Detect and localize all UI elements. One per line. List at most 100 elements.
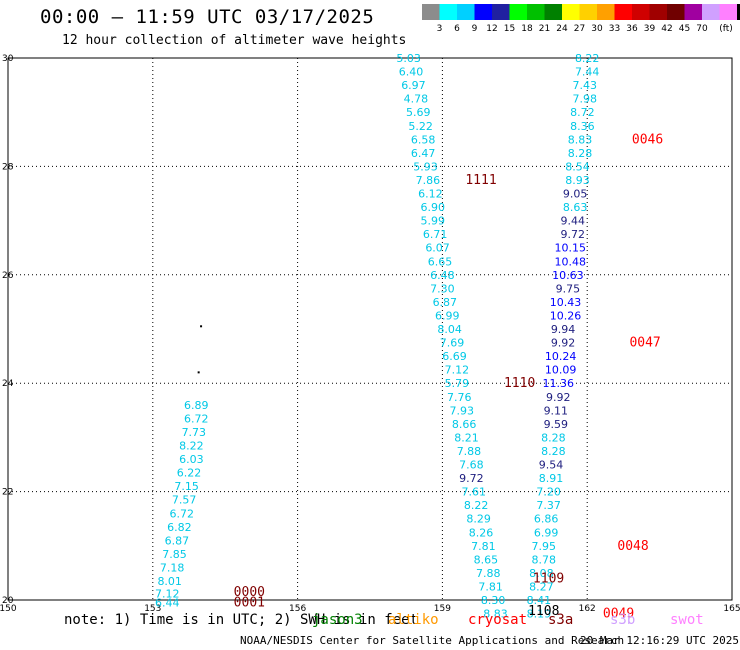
wave-height-value: 9.92 [551, 337, 576, 350]
wave-height-value: 6.90 [420, 201, 445, 214]
wave-height-value: 7.76 [447, 391, 472, 404]
wave-height-value: 10.26 [550, 309, 582, 322]
wave-height-value: 9.72 [459, 472, 484, 485]
pass-time-label: 1110 [504, 376, 535, 391]
wave-height-value: 8.63 [563, 201, 588, 214]
note-text: note: 1) Time is in UTC; 2) SWH is in fe… [64, 612, 419, 628]
colorbar-swatch [422, 4, 440, 20]
wave-height-value: 6.97 [401, 79, 426, 92]
colorbar-swatch [737, 4, 740, 20]
wave-height-value: 7.81 [471, 540, 496, 553]
colorbar-swatch [527, 4, 545, 20]
wave-height-value: 7.37 [536, 499, 561, 512]
wave-height-value: 7.69 [440, 337, 465, 350]
wave-height-value: 9.92 [546, 391, 571, 404]
wave-height-value: 7.81 [478, 580, 503, 593]
y-tick-label: 26 [2, 271, 14, 281]
wave-height-value: 8.22 [464, 499, 489, 512]
wave-height-value: 6.86 [534, 513, 559, 526]
wave-height-value: 7.68 [459, 459, 484, 472]
x-tick-label: 150 [0, 604, 17, 614]
x-tick-label: 162 [579, 604, 596, 614]
wave-height-value: 7.20 [536, 486, 561, 499]
colorbar-swatch [457, 4, 475, 20]
colorbar-label: 6 [454, 24, 460, 34]
colorbar-swatch [649, 4, 667, 20]
wave-height-value: 10.48 [555, 255, 587, 268]
wave-height-value: 6.87 [433, 296, 458, 309]
wave-height-value: 6.99 [534, 526, 559, 539]
colorbar-label: 42 [661, 24, 672, 34]
y-tick-label: 22 [2, 488, 13, 498]
wave-height-value: 5.79 [445, 377, 470, 390]
colorbar-swatch [719, 4, 737, 20]
colorbar-swatch [544, 4, 562, 20]
colorbar-label: 39 [644, 24, 656, 34]
pass-time-label: 0001 [234, 596, 265, 611]
colorbar-swatch [579, 4, 597, 20]
colorbar-label: (ft) [719, 24, 733, 34]
wave-height-value: 8.30 [481, 594, 506, 607]
colorbar-swatch [439, 4, 457, 20]
colorbar-swatch [614, 4, 632, 20]
wave-height-value: 6.44 [155, 597, 180, 610]
wave-height-value: 9.44 [560, 215, 585, 228]
wave-height-value: 8.22 [179, 440, 204, 453]
wave-height-value: 8.27 [529, 580, 554, 593]
wave-height-value: 9.59 [544, 418, 569, 431]
pass-time-label: 0046 [632, 132, 663, 147]
wave-height-value: 7.88 [476, 567, 501, 580]
wave-height-value: 6.72 [184, 412, 209, 425]
colorbar-label: 21 [539, 24, 550, 34]
colorbar-label: 15 [504, 24, 515, 34]
wave-height-value: 8.66 [452, 418, 477, 431]
y-tick-label: 30 [2, 54, 14, 64]
wave-height-value: 7.18 [160, 561, 185, 574]
colorbar-swatch [509, 4, 527, 20]
pass-time-label: 0049 [603, 607, 634, 622]
wave-height-value: 6.40 [399, 66, 424, 79]
x-tick-label: 159 [434, 604, 451, 614]
wave-height-value: 8.41 [527, 594, 552, 607]
wave-height-value: 8.93 [565, 174, 590, 187]
wave-height-value: 8.28 [541, 431, 566, 444]
wave-height-value: 9.75 [556, 282, 581, 295]
wave-height-value: 6.12 [418, 188, 443, 201]
map-frame [7, 57, 733, 601]
footer-timestamp: 20 Mar 12:16:29 UTC 2025 [580, 634, 739, 647]
pass-time-label: 1109 [533, 571, 564, 586]
wave-height-value: 6.99 [435, 309, 460, 322]
wave-height-value: 8.08 [529, 567, 554, 580]
wave-height-value: 6.87 [165, 534, 190, 547]
wave-height-value: 7.73 [182, 426, 207, 439]
map-subtitle: 12 hour collection of altimeter wave hei… [62, 33, 407, 48]
colorbar-label: 3 [437, 24, 443, 34]
wave-height-value: 7.12 [445, 364, 470, 377]
wave-height-value: 6.47 [411, 147, 436, 160]
y-tick-label: 28 [2, 162, 14, 172]
wave-height-value: 10.09 [545, 364, 577, 377]
wave-height-value: 7.30 [430, 282, 455, 295]
wave-height-value: 9.72 [560, 228, 585, 241]
wave-height-value: 7.95 [532, 540, 557, 553]
wave-height-value: 7.15 [174, 480, 199, 493]
satellite-jason3: jason3 [312, 612, 363, 628]
colorbar-label: 36 [626, 24, 638, 34]
island-dot [197, 371, 200, 374]
wave-height-value: 6.69 [442, 350, 467, 363]
wave-height-value: 8.19 [527, 608, 552, 621]
wave-height-value: 9.05 [563, 188, 588, 201]
satellite-altiko: altiko [388, 612, 439, 628]
colorbar-label: 24 [556, 24, 568, 34]
colorbar-label: 27 [574, 24, 585, 34]
wave-height-value: 6.03 [179, 453, 204, 466]
wave-height-value: 9.11 [544, 404, 569, 417]
wave-height-value: 8.54 [565, 160, 590, 173]
x-tick-label: 156 [289, 604, 306, 614]
wave-height-value: 7.86 [416, 174, 441, 187]
wave-height-value: 7.85 [162, 548, 187, 561]
wave-height-value: 9.54 [539, 459, 564, 472]
wave-height-value: 8.83 [483, 608, 508, 621]
colorbar-swatch [684, 4, 702, 20]
